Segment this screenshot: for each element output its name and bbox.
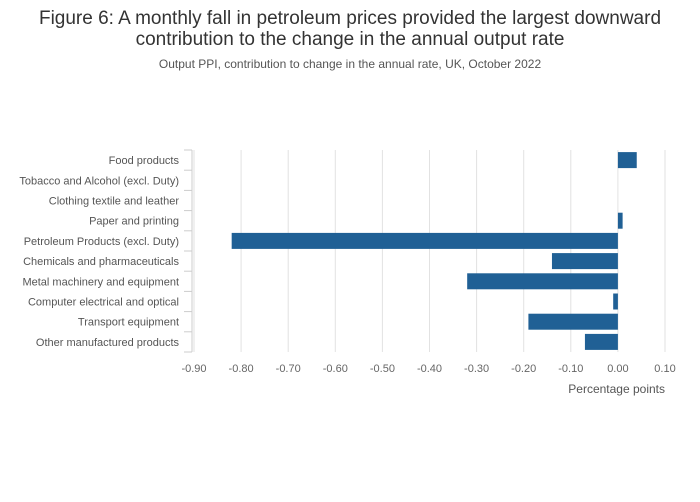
x-tick-label: -0.30 — [464, 363, 489, 375]
x-tick-label: -0.10 — [558, 363, 583, 375]
bar — [617, 152, 637, 169]
y-tick-label: Computer electrical and optical — [28, 297, 179, 309]
bar — [617, 212, 623, 229]
y-tick-label: Other manufactured products — [36, 337, 180, 349]
y-tick-label: Metal machinery and equipment — [22, 276, 179, 288]
x-tick-label: -0.80 — [229, 363, 254, 375]
x-tick-label: -0.20 — [511, 363, 536, 375]
x-tick-label: -0.50 — [370, 363, 395, 375]
bar — [551, 253, 618, 270]
y-tick-label: Transport equipment — [78, 317, 179, 329]
bar — [231, 232, 618, 249]
x-axis-label: Percentage points — [568, 382, 665, 396]
bar — [467, 273, 618, 290]
bar — [528, 313, 618, 330]
bar — [584, 333, 618, 350]
y-tick-label: Food products — [109, 155, 180, 167]
x-tick-label: -0.60 — [323, 363, 348, 375]
y-tick-label: Clothing textile and leather — [49, 196, 180, 208]
x-tick-label: 0.00 — [607, 363, 628, 375]
bar — [613, 293, 618, 310]
x-tick-label: -0.70 — [276, 363, 301, 375]
y-tick-label: Chemicals and pharmaceuticals — [23, 256, 179, 268]
x-tick-label: 0.10 — [654, 363, 675, 375]
chart-subtitle: Output PPI, contribution to change in th… — [158, 57, 542, 71]
y-tick-label: Tobacco and Alcohol (excl. Duty) — [19, 175, 179, 187]
x-tick-label: -0.90 — [181, 363, 206, 375]
y-tick-label: Paper and printing — [89, 216, 179, 228]
x-tick-label: -0.40 — [417, 363, 442, 375]
chart-title: Figure 6: A monthly fall in petroleum pr… — [38, 8, 662, 50]
y-tick-label: Petroleum Products (excl. Duty) — [24, 236, 179, 248]
